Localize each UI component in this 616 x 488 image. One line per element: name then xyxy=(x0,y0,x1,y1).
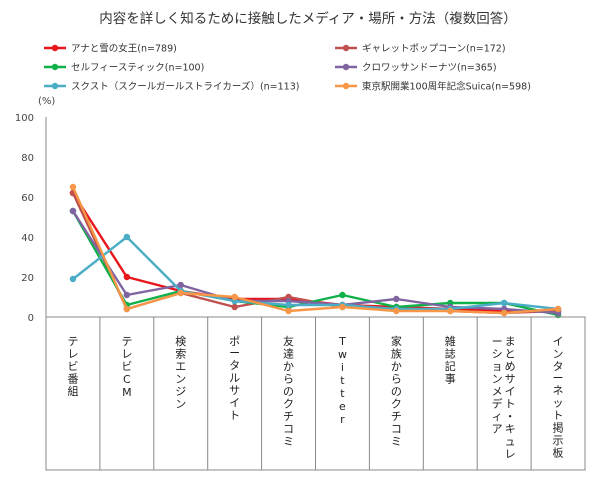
data-point xyxy=(123,273,131,281)
data-point xyxy=(339,303,346,311)
series-line xyxy=(71,192,559,315)
legend-label: スクスト（スクールガールストライカーズ）(n=113) xyxy=(71,81,299,93)
legend-swatch-marker xyxy=(51,44,59,52)
chart-title: 内容を詳しく知るために接触したメディア・場所・方法（複数回答） xyxy=(99,10,517,27)
data-point xyxy=(177,281,184,289)
category-label: ーションメディア xyxy=(492,335,503,436)
data-point xyxy=(285,301,292,309)
legend-item: アナと雪の女王(n=789) xyxy=(44,43,177,55)
series-line xyxy=(71,210,559,315)
legend-swatch-marker xyxy=(51,82,59,90)
data-point xyxy=(500,309,508,317)
legend-swatch-marker xyxy=(342,63,350,71)
y-tick-label: 100 xyxy=(15,113,34,124)
data-point xyxy=(231,303,238,311)
category-table: テレビ番組 テレビ C M 検索エンジン ポータルサイト 友達からのクチコミ T w i t t e r 家… xyxy=(45,316,586,471)
category-label: テレビ C M xyxy=(121,335,132,399)
data-point xyxy=(69,207,77,215)
category-label: テレビ番組 xyxy=(67,335,78,398)
legend-item: 東京駅開業100周年記念Suica(n=598) xyxy=(335,81,531,93)
legend-item: クロワッサンドーナツ(n=365) xyxy=(335,63,497,74)
legend-label: クロワッサンドーナツ(n=365) xyxy=(362,63,497,74)
y-tick-label: 0 xyxy=(28,313,34,324)
y-tick-label: 20 xyxy=(21,273,34,284)
legend-swatch-marker xyxy=(51,63,59,71)
data-point xyxy=(123,305,131,313)
data-point xyxy=(447,307,454,315)
category-label: 検索エンジン xyxy=(175,334,186,411)
category-label: インターネット掲示板 xyxy=(553,335,564,460)
data-point xyxy=(177,289,184,297)
legend-label: ギャレットポップコーン(n=172) xyxy=(362,44,506,55)
series-line xyxy=(71,210,559,317)
legend: アナと雪の女王(n=789) ギャレットポップコーン(n=172) セルフィースティ… xyxy=(44,43,531,93)
category-label: 雑誌記事 xyxy=(445,334,456,386)
data-point xyxy=(69,275,77,283)
legend-swatch-marker xyxy=(342,82,350,90)
data-point xyxy=(339,291,346,299)
category-label: 友達からのクチコミ xyxy=(283,334,294,448)
series-line xyxy=(71,186,559,315)
series-line xyxy=(71,192,558,313)
y-tick-label: 60 xyxy=(21,193,34,204)
data-point xyxy=(69,183,77,191)
category-label: 家族からのクチコミ xyxy=(391,334,402,448)
y-tick-label: 80 xyxy=(21,153,34,164)
legend-label: 東京駅開業100周年記念Suica(n=598) xyxy=(362,81,531,93)
legend-label: アナと雪の女王(n=789) xyxy=(71,43,177,55)
series-line xyxy=(72,235,559,311)
data-point xyxy=(123,291,131,299)
y-axis-unit: (%) xyxy=(38,96,55,107)
data-point xyxy=(285,307,292,315)
legend-item: スクスト（スクールガールストライカーズ）(n=113) xyxy=(44,81,299,93)
plot-area: 0 20 40 60 80 100 xyxy=(15,113,562,324)
data-point xyxy=(554,305,562,313)
data-point xyxy=(500,299,508,307)
legend-swatch-marker xyxy=(342,44,350,52)
data-point xyxy=(123,233,131,241)
legend-label: セルフィースティック(n=100) xyxy=(71,63,204,74)
legend-item: セルフィースティック(n=100) xyxy=(44,63,204,74)
category-label: まとめサイト・キュレ xyxy=(505,335,516,461)
data-point xyxy=(231,293,238,301)
data-point xyxy=(393,307,400,315)
data-point xyxy=(393,295,400,303)
legend-item: ギャレットポップコーン(n=172) xyxy=(335,44,506,55)
category-label: ポータルサイト xyxy=(229,335,240,422)
y-tick-label: 40 xyxy=(21,233,34,244)
